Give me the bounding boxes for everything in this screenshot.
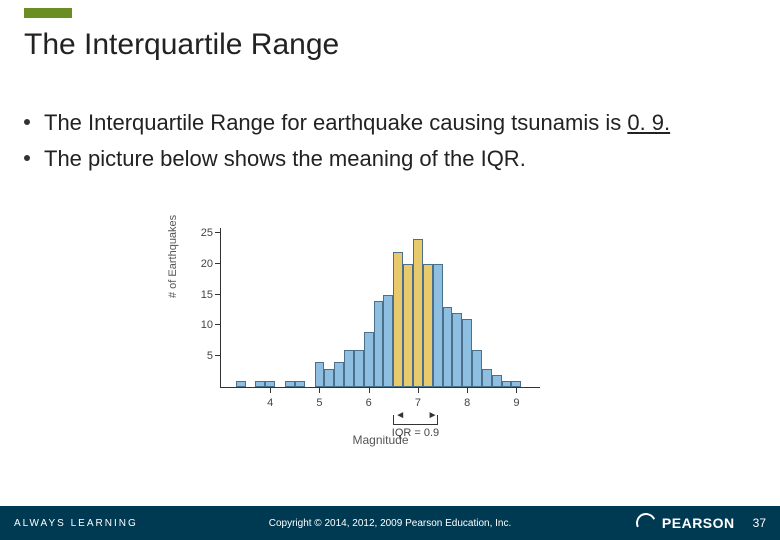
- histogram-bar: [393, 252, 403, 387]
- histogram-bar: [236, 381, 246, 387]
- y-tick: [215, 263, 221, 264]
- histogram-bar: [285, 381, 295, 387]
- histogram-bar: [492, 375, 502, 387]
- iqr-arrow-right-icon: ►: [428, 410, 438, 421]
- y-tick: [215, 324, 221, 325]
- histogram-bar: [482, 369, 492, 387]
- footer-left: ALWAYS LEARNING: [14, 518, 138, 529]
- histogram-bar: [364, 332, 374, 387]
- histogram-bar: [403, 264, 413, 387]
- x-tick: [369, 387, 370, 393]
- histogram-bar: [354, 350, 364, 387]
- histogram-bar: [315, 362, 325, 387]
- page-number: 37: [753, 516, 766, 530]
- histogram-bar: [452, 313, 462, 387]
- histogram-bar: [433, 264, 443, 387]
- histogram-bar: [295, 381, 305, 387]
- y-axis-title: # of Earthquakes: [167, 215, 179, 298]
- x-tick: [319, 387, 320, 393]
- footer: ALWAYS LEARNING Copyright © 2014, 2012, …: [0, 506, 780, 540]
- bullet-text: The picture below shows the meaning of t…: [44, 144, 526, 174]
- chart-plot: # of Earthquakes Magnitude 5101520254567…: [220, 228, 540, 388]
- footer-right: PEARSON 37: [636, 513, 766, 533]
- histogram-bar: [344, 350, 354, 387]
- y-tick: [215, 232, 221, 233]
- bullet-list: The Interquartile Range for earthquake c…: [24, 108, 756, 179]
- x-tick-label: 8: [464, 397, 470, 409]
- bullet-text: The Interquartile Range for earthquake c…: [44, 108, 670, 138]
- bullet-item: The Interquartile Range for earthquake c…: [24, 108, 756, 138]
- histogram-bar: [443, 307, 453, 387]
- x-tick-label: 5: [316, 397, 322, 409]
- y-tick-label: 10: [191, 319, 213, 331]
- iqr-label: IQR = 0.9: [392, 427, 439, 439]
- x-tick: [270, 387, 271, 393]
- histogram-bar: [255, 381, 265, 387]
- pearson-arc-icon: [633, 510, 659, 536]
- histogram-bar: [324, 369, 334, 387]
- x-tick-label: 7: [415, 397, 421, 409]
- footer-copyright: Copyright © 2014, 2012, 2009 Pearson Edu…: [269, 518, 512, 529]
- iqr-arrow-left-icon: ◄: [395, 410, 405, 421]
- y-tick-label: 20: [191, 258, 213, 270]
- histogram-bar: [265, 381, 275, 387]
- histogram-bar: [413, 239, 423, 387]
- histogram-bar: [462, 319, 472, 387]
- y-tick-label: 15: [191, 289, 213, 301]
- accent-bar: [24, 8, 72, 18]
- y-tick: [215, 294, 221, 295]
- bullet-item: The picture below shows the meaning of t…: [24, 144, 756, 174]
- x-tick-label: 9: [513, 397, 519, 409]
- x-tick: [418, 387, 419, 393]
- x-tick: [516, 387, 517, 393]
- iqr-histogram: # of Earthquakes Magnitude 5101520254567…: [160, 228, 560, 458]
- page-title: The Interquartile Range: [24, 28, 339, 62]
- bullet-dot-icon: [24, 155, 30, 161]
- pearson-logo: PEARSON: [636, 513, 735, 533]
- histogram-bar: [383, 295, 393, 387]
- y-tick: [215, 355, 221, 356]
- bullet-dot-icon: [24, 119, 30, 125]
- histogram-bar: [502, 381, 512, 387]
- histogram-bar: [472, 350, 482, 387]
- pearson-brand: PEARSON: [662, 515, 735, 531]
- histogram-bar: [374, 301, 384, 387]
- histogram-bar: [511, 381, 521, 387]
- histogram-bar: [334, 362, 344, 387]
- x-tick-label: 4: [267, 397, 273, 409]
- x-tick: [467, 387, 468, 393]
- y-tick-label: 5: [191, 350, 213, 362]
- y-tick-label: 25: [191, 227, 213, 239]
- x-tick-label: 6: [366, 397, 372, 409]
- histogram-bar: [423, 264, 433, 387]
